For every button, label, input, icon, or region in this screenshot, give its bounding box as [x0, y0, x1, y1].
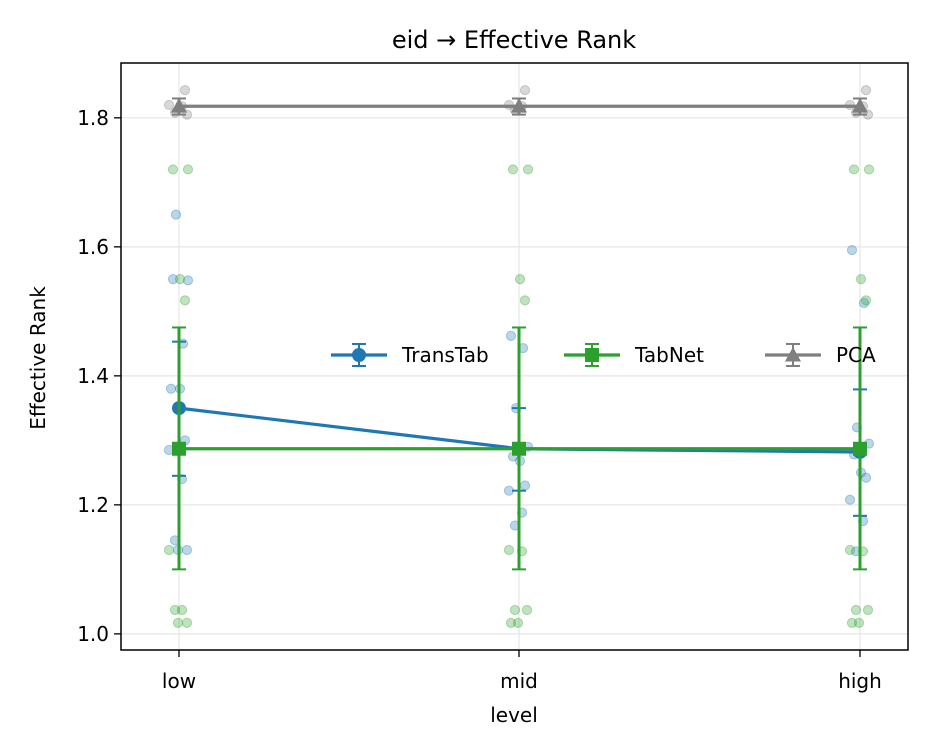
- jitter-point: [170, 209, 182, 220]
- jitter-point: [846, 617, 858, 629]
- jitter-point: [505, 330, 517, 341]
- jitter-point: [181, 544, 193, 556]
- x-tick-label: low: [162, 669, 196, 693]
- x-axis-title: level: [490, 703, 538, 727]
- jitter-point: [860, 84, 872, 96]
- plot-frame: [120, 62, 909, 651]
- jitter-point: [844, 544, 856, 556]
- jitter-point: [853, 617, 865, 629]
- data-point: [170, 98, 188, 113]
- jitter-point: [167, 164, 179, 175]
- jitter-point: [174, 273, 186, 285]
- jitter-point: [860, 472, 872, 483]
- legend-label: PCA: [836, 343, 876, 367]
- legend: TransTab TabNet PCA: [331, 343, 876, 367]
- legend-marker: [784, 346, 802, 362]
- x-tick-label: mid: [500, 669, 538, 693]
- series-pca: [170, 97, 869, 116]
- jitter-point: [163, 99, 175, 111]
- y-tick-label: 1.0: [77, 622, 109, 646]
- y-tick-label: 1.4: [77, 364, 109, 388]
- legend-item-pca: PCA: [765, 343, 876, 367]
- jitter-point: [509, 604, 521, 616]
- jitter-point: [169, 604, 181, 616]
- jitter-point: [862, 604, 874, 616]
- series-tabnet: [172, 326, 867, 571]
- jitter-point: [179, 84, 191, 96]
- chart-title: eid → Effective Rank: [392, 26, 636, 54]
- jitter-point: [172, 617, 184, 629]
- data-point: [512, 441, 526, 456]
- jitter-point: [521, 604, 533, 616]
- jitter-point: [507, 164, 519, 175]
- jitter-point: [503, 544, 515, 556]
- jitter-point: [519, 84, 531, 96]
- data-point: [851, 98, 869, 113]
- jitter-point: [505, 617, 517, 629]
- jitter-point: [846, 244, 858, 256]
- jitter-point: [181, 617, 193, 629]
- legend-label: TabNet: [634, 343, 704, 367]
- jitter-point: [163, 544, 175, 556]
- jitter-point: [165, 383, 177, 394]
- y-tick-label: 1.6: [77, 235, 109, 259]
- legend-marker: [585, 348, 599, 362]
- series-lines: [170, 97, 869, 571]
- jitter-point: [182, 275, 194, 286]
- x-tick-label: high: [838, 669, 882, 693]
- jitter-point: [848, 164, 860, 175]
- data-point: [853, 441, 867, 456]
- jitter-point: [855, 273, 867, 285]
- jitter-point: [850, 604, 862, 616]
- data-point: [172, 441, 186, 456]
- y-tick-label: 1.8: [77, 106, 109, 130]
- jitter-point: [512, 617, 524, 629]
- jitter-point: [519, 295, 531, 306]
- jitter-point: [182, 164, 194, 175]
- jitter-point: [176, 604, 188, 616]
- jitter-point: [514, 273, 526, 285]
- axes: 1.0 1.2 1.4 1.6 1.8 low mid high: [77, 106, 882, 693]
- legend-item-tabnet: TabNet: [564, 343, 704, 367]
- y-tick-label: 1.2: [77, 493, 109, 517]
- legend-label: TransTab: [401, 343, 489, 367]
- jitter-point: [844, 494, 856, 505]
- jitter-point: [179, 295, 191, 306]
- y-axis-title: Effective Rank: [26, 286, 50, 430]
- jitter-point: [863, 164, 875, 175]
- jitter-point: [860, 295, 872, 306]
- jitter-point: [858, 297, 870, 309]
- data-point: [510, 98, 528, 113]
- legend-item-transtab: TransTab: [331, 343, 489, 367]
- jitter-point: [167, 273, 179, 285]
- jitter-point: [522, 164, 534, 175]
- jitter-point: [519, 480, 531, 491]
- legend-marker: [352, 348, 366, 362]
